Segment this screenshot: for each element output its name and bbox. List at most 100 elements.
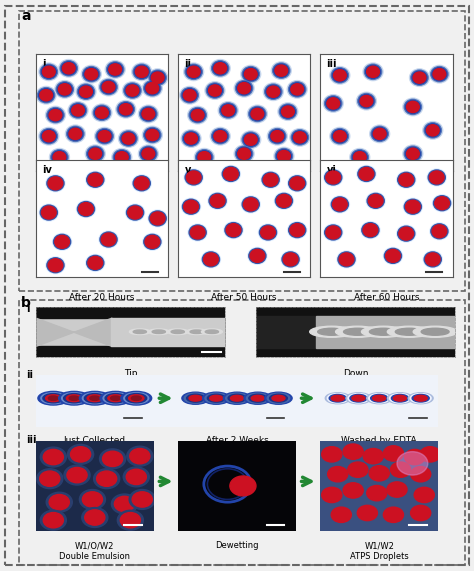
Circle shape [109, 64, 121, 75]
Circle shape [343, 482, 363, 498]
Circle shape [357, 166, 376, 182]
Circle shape [116, 100, 136, 118]
Circle shape [125, 84, 140, 97]
Circle shape [85, 69, 98, 80]
Circle shape [204, 253, 218, 266]
Circle shape [128, 206, 142, 219]
Circle shape [288, 222, 307, 239]
Circle shape [234, 79, 254, 97]
Circle shape [191, 110, 204, 120]
Circle shape [149, 70, 166, 85]
Circle shape [126, 204, 145, 221]
Circle shape [322, 447, 342, 462]
Circle shape [247, 105, 267, 123]
Circle shape [403, 145, 423, 163]
Circle shape [82, 67, 100, 82]
Circle shape [94, 469, 119, 489]
Circle shape [121, 391, 152, 405]
Circle shape [132, 63, 152, 81]
Circle shape [243, 67, 258, 81]
Circle shape [408, 393, 433, 404]
Circle shape [118, 103, 133, 116]
Circle shape [330, 127, 350, 145]
Circle shape [344, 328, 372, 335]
Circle shape [330, 67, 350, 84]
Circle shape [371, 126, 388, 142]
Circle shape [209, 85, 221, 96]
Circle shape [352, 395, 365, 401]
Circle shape [103, 393, 128, 404]
Circle shape [363, 63, 383, 81]
Circle shape [242, 67, 259, 82]
Circle shape [43, 513, 64, 528]
Circle shape [126, 85, 139, 96]
Circle shape [40, 447, 66, 467]
Circle shape [51, 150, 68, 165]
Circle shape [346, 393, 371, 404]
Circle shape [222, 105, 235, 116]
Circle shape [248, 248, 267, 264]
Circle shape [289, 82, 306, 97]
Circle shape [142, 79, 162, 97]
Text: Washed by EDTA: Washed by EDTA [341, 436, 417, 445]
Circle shape [134, 65, 149, 78]
Circle shape [290, 177, 304, 190]
Circle shape [249, 395, 266, 402]
Circle shape [186, 171, 201, 184]
Text: After 50 Hours: After 50 Hours [211, 293, 277, 302]
Circle shape [102, 82, 115, 93]
Circle shape [133, 64, 150, 79]
Circle shape [211, 128, 229, 144]
Circle shape [410, 505, 431, 521]
Circle shape [367, 393, 392, 404]
Circle shape [67, 468, 87, 482]
Circle shape [267, 393, 290, 403]
Circle shape [414, 487, 434, 502]
Circle shape [61, 62, 76, 75]
Circle shape [123, 467, 149, 487]
Circle shape [40, 90, 53, 101]
Circle shape [244, 392, 271, 404]
Circle shape [221, 166, 240, 182]
Circle shape [435, 197, 449, 210]
Circle shape [46, 175, 65, 191]
Circle shape [423, 122, 443, 139]
Circle shape [288, 175, 307, 192]
Circle shape [410, 467, 431, 482]
Circle shape [399, 174, 413, 186]
Circle shape [121, 132, 136, 145]
Circle shape [87, 395, 102, 401]
Text: W1/O/W2
Double Emulsion: W1/O/W2 Double Emulsion [59, 541, 130, 561]
Circle shape [140, 146, 157, 162]
Circle shape [46, 395, 61, 401]
Circle shape [181, 130, 201, 147]
Circle shape [249, 106, 266, 122]
Circle shape [237, 147, 252, 160]
Circle shape [388, 393, 412, 404]
Circle shape [140, 106, 157, 122]
Circle shape [129, 489, 155, 509]
Circle shape [145, 128, 160, 142]
Circle shape [206, 83, 224, 98]
Circle shape [360, 95, 373, 107]
Bar [256, 316, 316, 348]
Circle shape [245, 134, 257, 145]
Circle shape [387, 482, 407, 497]
Circle shape [359, 95, 374, 107]
Circle shape [133, 330, 146, 333]
Circle shape [201, 251, 220, 268]
Circle shape [236, 81, 253, 96]
Circle shape [114, 151, 129, 164]
Circle shape [357, 166, 376, 182]
Circle shape [117, 102, 135, 117]
Circle shape [99, 231, 118, 248]
Circle shape [366, 192, 385, 210]
Text: a: a [21, 9, 31, 23]
Circle shape [226, 224, 241, 236]
Circle shape [358, 94, 375, 108]
Circle shape [331, 395, 344, 401]
Circle shape [359, 167, 374, 180]
Circle shape [242, 132, 259, 147]
Circle shape [371, 395, 388, 402]
Circle shape [383, 248, 402, 264]
